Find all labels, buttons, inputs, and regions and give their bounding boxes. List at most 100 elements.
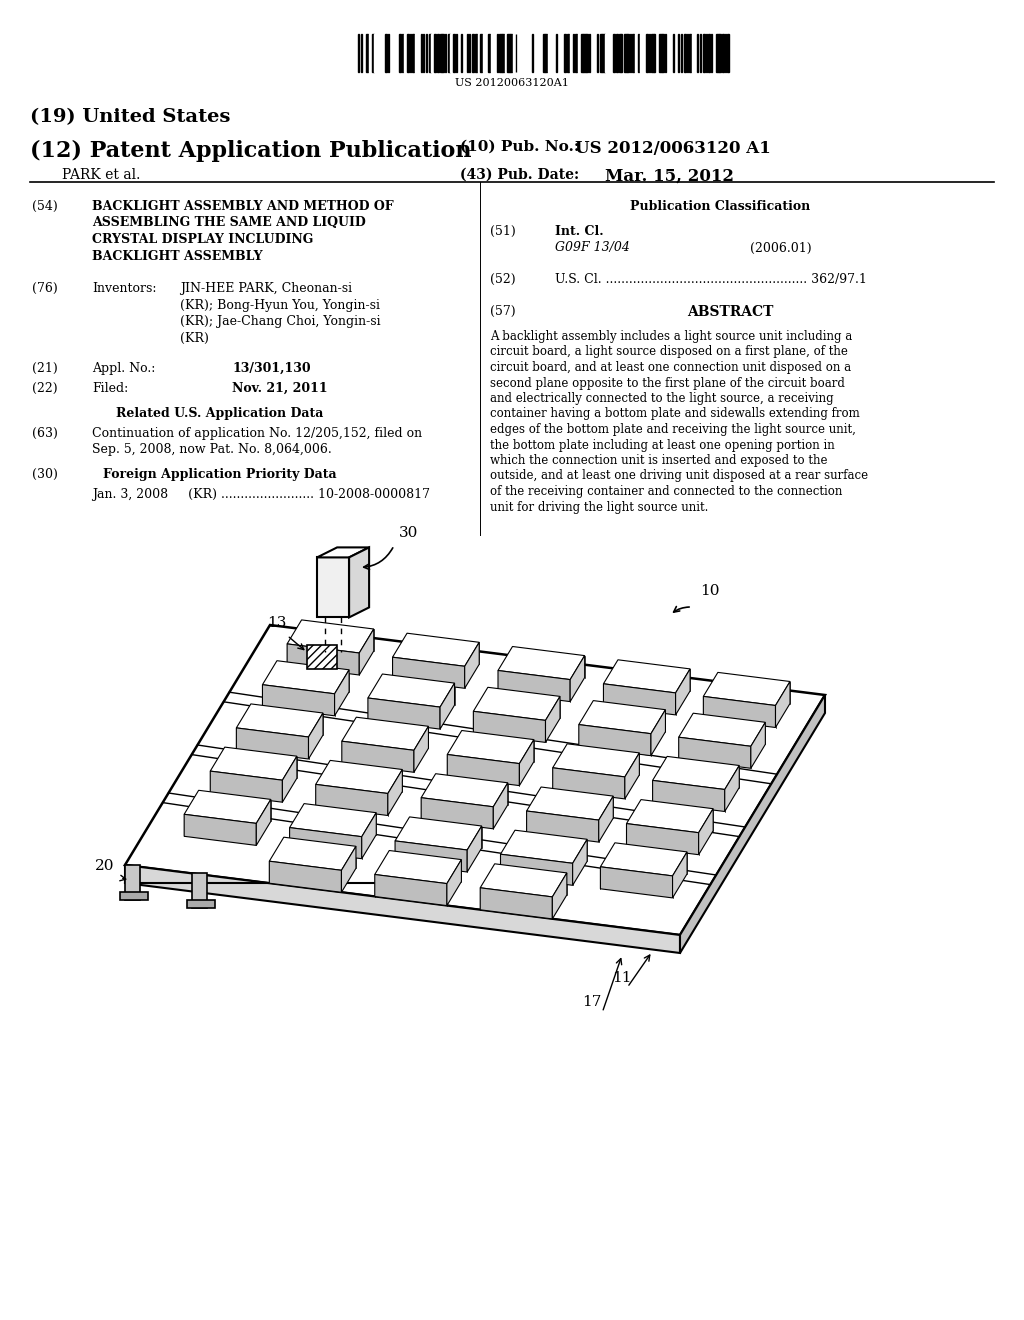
Bar [421,34,422,73]
Text: (KR); Jae-Chang Choi, Yongin-si: (KR); Jae-Chang Choi, Yongin-si [180,315,381,327]
Text: PARK et al.: PARK et al. [62,168,140,182]
Text: container having a bottom plate and sidewalls extending from: container having a bottom plate and side… [490,408,860,421]
Polygon shape [414,726,428,772]
Text: (43) Pub. Date:: (43) Pub. Date: [460,168,580,182]
Text: (52): (52) [490,273,516,286]
Polygon shape [725,766,739,812]
Bar [521,34,522,73]
Text: circuit board, a light source disposed on a first plane, of the: circuit board, a light source disposed o… [490,346,848,359]
Bar [535,34,537,73]
Polygon shape [210,771,283,803]
Text: BACKLIGHT ASSEMBLY: BACKLIGHT ASSEMBLY [92,249,262,263]
Bar [686,34,688,73]
Text: (63): (63) [32,426,58,440]
Polygon shape [751,722,765,768]
Bar [467,34,468,73]
Polygon shape [256,800,270,845]
Polygon shape [186,900,215,908]
Bar [584,34,586,73]
Bar [562,34,563,73]
Bar [722,34,724,73]
Bar [488,34,489,73]
Bar [546,34,547,73]
Text: (KR): (KR) [180,331,209,345]
Bar [692,34,693,73]
Bar [413,34,414,73]
Text: ABSTRACT: ABSTRACT [687,305,773,319]
Text: Nov. 21, 2011: Nov. 21, 2011 [232,381,328,395]
Bar [651,34,654,73]
Bar [714,34,715,73]
Polygon shape [341,846,356,892]
Bar [581,34,583,73]
Text: BACKLIGHT ASSEMBLY AND METHOD OF: BACKLIGHT ASSEMBLY AND METHOD OF [92,201,393,213]
Bar [500,34,502,73]
Polygon shape [421,797,494,829]
Polygon shape [368,698,440,729]
Bar [702,34,705,73]
Bar [668,34,670,73]
Bar [586,34,589,73]
Text: (21): (21) [32,362,57,375]
Bar [578,34,580,73]
Polygon shape [465,643,479,688]
Bar [375,34,376,73]
Text: and electrically connected to the light source, a receiving: and electrically connected to the light … [490,392,834,405]
Bar [684,34,686,73]
Polygon shape [395,841,467,873]
Bar [559,34,561,73]
Polygon shape [473,711,546,742]
Bar [543,34,545,73]
Polygon shape [600,842,687,876]
Text: US 2012/0063120 A1: US 2012/0063120 A1 [575,140,771,157]
Polygon shape [315,760,402,793]
Text: (19) United States: (19) United States [30,108,230,125]
Bar [597,34,598,73]
Text: 10: 10 [700,583,720,598]
Polygon shape [361,813,376,859]
Bar [442,34,443,73]
Text: unit for driving the light source unit.: unit for driving the light source unit. [490,500,709,513]
Polygon shape [775,681,790,727]
Bar [719,34,721,73]
Bar [492,34,493,73]
Polygon shape [652,780,725,812]
Bar [694,34,696,73]
Polygon shape [315,784,388,816]
Bar [418,34,421,73]
Text: 11: 11 [612,970,632,985]
Text: Foreign Application Priority Data: Foreign Application Priority Data [103,469,337,480]
Bar [567,34,569,73]
Polygon shape [446,859,462,906]
Polygon shape [703,672,790,705]
Bar [632,34,634,73]
Text: 13: 13 [267,616,287,631]
Bar [638,34,639,73]
Bar [608,34,609,73]
Text: of the receiving container and connected to the connection: of the receiving container and connected… [490,484,843,498]
Polygon shape [237,704,323,737]
Polygon shape [599,796,613,842]
Polygon shape [283,756,297,803]
Polygon shape [125,865,140,900]
Text: US 20120063120A1: US 20120063120A1 [455,78,569,88]
Polygon shape [680,696,825,953]
Polygon shape [494,783,508,829]
Bar [410,34,411,73]
Bar [367,34,368,73]
Bar [483,34,485,73]
Polygon shape [262,685,335,715]
Polygon shape [290,828,361,859]
Polygon shape [480,888,552,919]
Polygon shape [269,837,356,870]
Bar [497,34,498,73]
Bar [676,34,677,73]
Polygon shape [287,644,359,675]
Bar [508,34,510,73]
Bar [434,34,436,73]
Polygon shape [290,804,376,837]
Text: outside, and at least one driving unit disposed at a rear surface: outside, and at least one driving unit d… [490,470,868,483]
Bar [663,34,664,73]
Bar [451,34,453,73]
Text: JIN-HEE PARK, Cheonan-si: JIN-HEE PARK, Cheonan-si [180,282,352,294]
